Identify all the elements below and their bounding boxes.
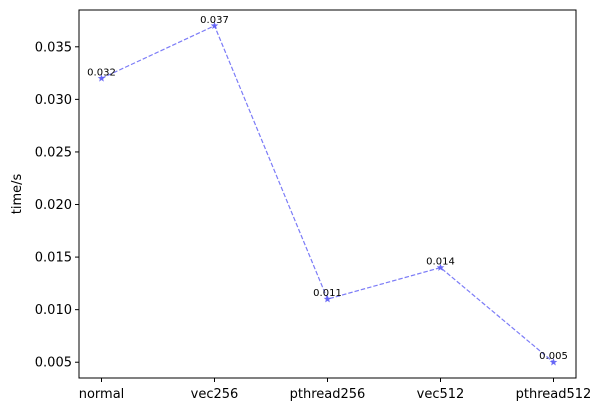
data-point-marker	[97, 74, 106, 82]
data-label: 0.005	[539, 351, 568, 362]
y-tick-label: 0.025	[35, 145, 72, 160]
data-label: 0.014	[426, 257, 455, 268]
data-point-marker	[436, 263, 445, 271]
data-point-marker	[323, 295, 332, 303]
x-tick-label: normal	[79, 387, 125, 402]
data-label: 0.011	[313, 288, 342, 299]
y-tick-label: 0.020	[35, 198, 72, 213]
x-tick-label: vec512	[417, 387, 465, 402]
data-label: 0.032	[87, 67, 116, 78]
y-tick-label: 0.030	[35, 93, 72, 108]
y-axis-label: time/s	[10, 174, 25, 215]
data-labels: 0.032 0.037 0.011 0.014 0.005	[87, 15, 568, 362]
y-tick-label: 0.005	[35, 356, 72, 371]
data-label: 0.037	[200, 15, 229, 26]
plot-area	[78, 9, 577, 379]
series-markers	[97, 21, 558, 366]
y-tick-label: 0.015	[35, 251, 72, 266]
y-tick-label: 0.035	[35, 40, 72, 55]
x-tick-label: pthread256	[290, 387, 366, 402]
x-tick-label: vec256	[191, 387, 239, 402]
x-axis: normal vec256 pthread256 vec512 pthread512	[79, 378, 592, 402]
data-point-marker	[549, 358, 558, 366]
x-tick-label: pthread512	[516, 387, 592, 402]
y-axis: 0.005 0.010 0.015 0.020 0.025 0.030 0.035	[35, 40, 79, 371]
data-point-marker	[210, 21, 219, 30]
y-tick-label: 0.010	[35, 303, 72, 318]
